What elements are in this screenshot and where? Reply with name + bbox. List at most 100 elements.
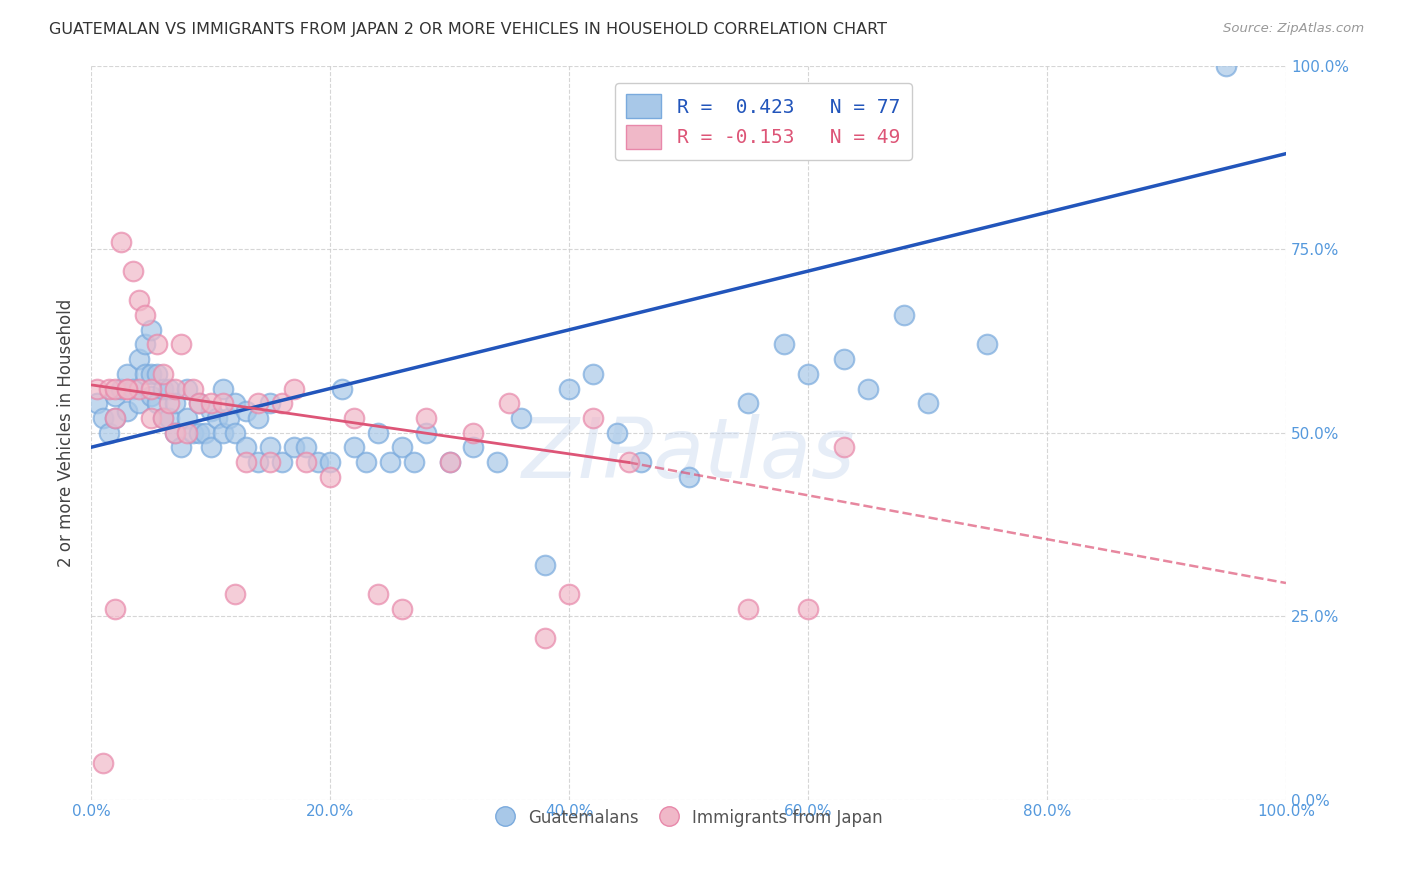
Point (797, 367, 820, 381)
Point (224, 587, 246, 601)
Point (534, 558, 557, 572)
Point (139, 323, 162, 337)
Point (235, 440, 257, 454)
Point (797, 601, 820, 615)
Point (617, 455, 640, 469)
Point (247, 410, 270, 425)
Point (917, 396, 939, 410)
Legend: Guatemalans, Immigrants from Japan: Guatemalans, Immigrants from Japan (486, 800, 891, 835)
Point (91, 756, 114, 770)
Point (98, 382, 121, 396)
Point (558, 382, 581, 396)
Point (463, 440, 485, 454)
Point (152, 410, 174, 425)
Point (157, 396, 180, 410)
Point (211, 382, 233, 396)
Point (122, 264, 145, 278)
Point (319, 469, 342, 483)
Point (486, 455, 509, 469)
Point (122, 382, 145, 396)
Point (259, 440, 281, 454)
Point (439, 455, 461, 469)
Point (128, 293, 150, 308)
Point (259, 455, 281, 469)
Point (152, 367, 174, 381)
Point (128, 352, 150, 367)
Point (205, 410, 228, 425)
Point (354, 455, 377, 469)
Point (163, 425, 186, 440)
Point (247, 396, 270, 410)
Point (510, 410, 533, 425)
Point (534, 631, 557, 645)
Point (211, 425, 233, 440)
Point (128, 382, 150, 396)
Point (139, 382, 162, 396)
Point (152, 382, 174, 396)
Point (218, 410, 240, 425)
Point (157, 382, 180, 396)
Point (235, 403, 257, 417)
Y-axis label: 2 or more Vehicles in Household: 2 or more Vehicles in Household (58, 299, 75, 566)
Point (295, 440, 318, 454)
Point (295, 455, 318, 469)
Point (146, 396, 169, 410)
Point (678, 469, 700, 483)
Point (235, 455, 257, 469)
Point (200, 440, 222, 454)
Point (224, 396, 246, 410)
Point (104, 410, 127, 425)
Point (152, 410, 174, 425)
Point (115, 367, 138, 381)
Point (307, 455, 329, 469)
Point (163, 396, 186, 410)
Text: GUATEMALAN VS IMMIGRANTS FROM JAPAN 2 OR MORE VEHICLES IN HOUSEHOLD CORRELATION : GUATEMALAN VS IMMIGRANTS FROM JAPAN 2 OR… (49, 22, 887, 37)
Point (343, 440, 366, 454)
Point (391, 601, 413, 615)
Point (86, 382, 108, 396)
Point (832, 440, 855, 454)
Point (115, 382, 138, 396)
Point (773, 337, 796, 351)
Point (582, 410, 605, 425)
Point (976, 337, 998, 351)
Point (104, 389, 127, 403)
Point (194, 425, 217, 440)
Point (283, 382, 305, 396)
Point (181, 425, 204, 440)
Point (343, 410, 366, 425)
Point (737, 601, 759, 615)
Point (415, 410, 437, 425)
Point (259, 396, 281, 410)
Point (187, 396, 209, 410)
Point (187, 425, 209, 440)
Point (91, 410, 114, 425)
Point (176, 382, 198, 396)
Point (128, 396, 150, 410)
Point (104, 410, 127, 425)
Point (271, 455, 294, 469)
Point (86, 396, 108, 410)
Point (630, 455, 652, 469)
Point (146, 367, 169, 381)
Point (146, 337, 169, 351)
Point (176, 410, 198, 425)
Point (832, 352, 855, 367)
Point (319, 455, 342, 469)
Point (110, 382, 132, 396)
Point (463, 425, 485, 440)
Point (378, 455, 401, 469)
Point (856, 382, 879, 396)
Point (176, 425, 198, 440)
Point (737, 396, 759, 410)
Point (606, 425, 628, 440)
Point (367, 425, 389, 440)
Text: ZIPatlas: ZIPatlas (522, 414, 855, 495)
Point (163, 382, 186, 396)
Point (115, 403, 138, 417)
Point (134, 337, 156, 351)
Point (170, 440, 193, 454)
Point (271, 396, 294, 410)
Point (139, 367, 162, 381)
Point (211, 396, 233, 410)
